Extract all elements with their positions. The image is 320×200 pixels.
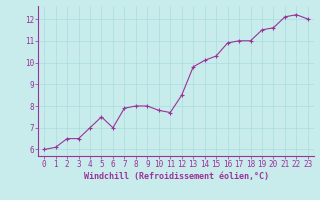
X-axis label: Windchill (Refroidissement éolien,°C): Windchill (Refroidissement éolien,°C) xyxy=(84,172,268,181)
